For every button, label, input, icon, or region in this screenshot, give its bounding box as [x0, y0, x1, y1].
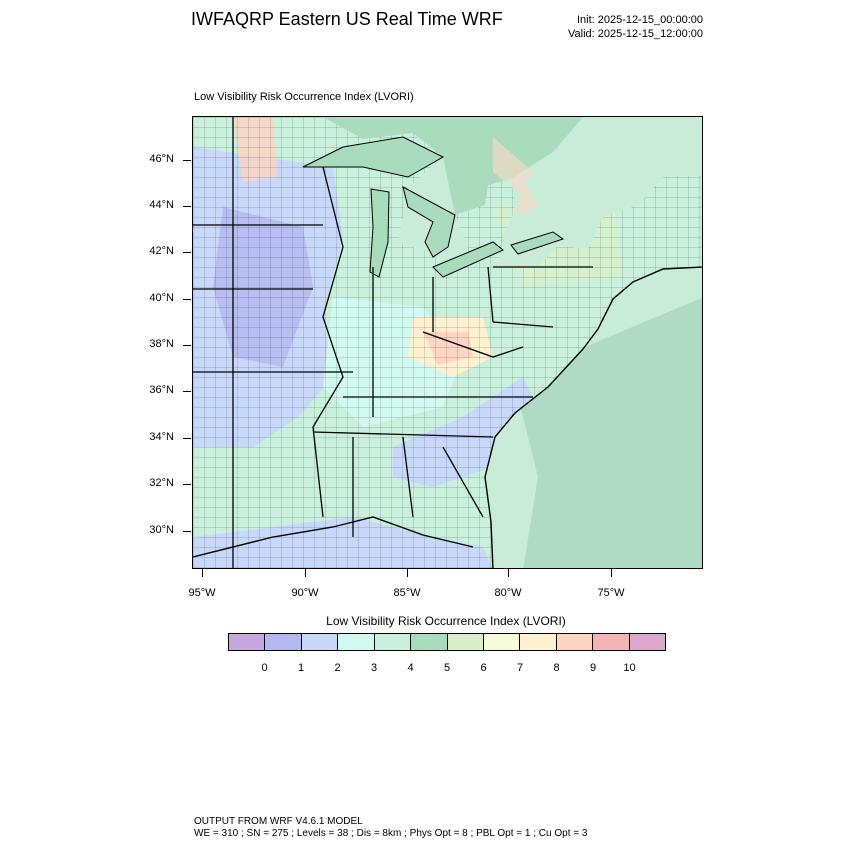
- model-footer: OUTPUT FROM WRF V4.6.1 MODEL WE = 310 ; …: [194, 816, 587, 840]
- footer-model-line: OUTPUT FROM WRF V4.6.1 MODEL: [194, 816, 363, 827]
- legend-label: 2: [334, 662, 341, 674]
- legend-swatch: [301, 634, 339, 650]
- latitude-tick: [183, 391, 191, 392]
- legend-label: 9: [589, 662, 597, 674]
- latitude-label: 40°N: [149, 292, 174, 304]
- legend-label: 8: [553, 662, 560, 674]
- legend-label: 5: [443, 662, 451, 674]
- legend-swatch: [374, 634, 412, 650]
- init-time: Init: 2025-12-15_00:00:00: [577, 14, 703, 26]
- latitude-label: 42°N: [149, 245, 174, 257]
- valid-time: Valid: 2025-12-15_12:00:00: [568, 28, 703, 40]
- longitude-label: 75°W: [597, 587, 625, 599]
- legend-swatch: [411, 634, 448, 650]
- lvori-map: [193, 117, 702, 568]
- state-boundaries: [193, 117, 593, 568]
- footer-config-line: WE = 310 ; SN = 275 ; Levels = 38 ; Dis …: [194, 828, 588, 839]
- main-title: IWFAQRP Eastern US Real Time WRF: [191, 9, 503, 29]
- lake-superior: [302, 136, 445, 178]
- legend-title: Low Visibility Risk Occurrence Index (LV…: [326, 614, 566, 628]
- latitude-tick: [183, 345, 191, 346]
- latitude-label: 38°N: [149, 338, 174, 350]
- legend-colorbar: [228, 633, 666, 651]
- legend-swatch: [265, 634, 302, 650]
- canada-region: [193, 117, 702, 299]
- longitude-tick: [611, 569, 612, 577]
- longitude-label: 85°W: [393, 587, 421, 599]
- east-coastline: [484, 266, 702, 568]
- latitude-tick: [183, 252, 191, 253]
- legend-label: 4: [407, 662, 414, 674]
- latitude-tick: [183, 438, 191, 439]
- legend-swatch: [593, 634, 630, 650]
- legend-label: 7: [516, 662, 524, 674]
- run-info: Init: 2025-12-15_00:00:00 Valid: 2025-12…: [568, 13, 703, 41]
- lake-huron: [402, 186, 456, 258]
- canada-highland: [493, 137, 538, 217]
- legend-label: 10: [623, 662, 636, 674]
- latitude-label: 32°N: [149, 477, 174, 489]
- latitude-tick: [183, 484, 191, 485]
- lake-erie: [432, 241, 504, 278]
- latitude-tick: [183, 206, 191, 207]
- longitude-label: 95°W: [188, 587, 216, 599]
- latitude-tick: [183, 531, 191, 532]
- legend-swatch: [338, 634, 375, 650]
- legend-swatch: [229, 634, 266, 650]
- longitude-label: 80°W: [494, 587, 522, 599]
- lake-ontario: [510, 231, 565, 255]
- longitude-tick: [407, 569, 408, 577]
- latitude-label: 36°N: [149, 384, 174, 396]
- legend-label: 6: [480, 662, 487, 674]
- latitude-label: 44°N: [149, 199, 174, 211]
- latitude-label: 34°N: [149, 431, 174, 443]
- longitude-label: 90°W: [291, 587, 319, 599]
- map-subtitle: Low Visibility Risk Occurrence Index (LV…: [194, 91, 414, 103]
- legend-label: 3: [370, 662, 378, 674]
- legend-swatch: [483, 634, 521, 650]
- legend-swatch: [520, 634, 557, 650]
- legend-swatch: [447, 634, 484, 650]
- map-frame: [192, 116, 703, 569]
- latitude-label: 30°N: [149, 524, 174, 536]
- lake-michigan: [369, 188, 390, 278]
- latitude-tick: [183, 299, 191, 300]
- longitude-tick: [202, 569, 203, 577]
- latitude-tick: [183, 160, 191, 161]
- legend-swatch: [629, 634, 666, 650]
- longitude-tick: [508, 569, 509, 577]
- latitude-label: 46°N: [149, 153, 174, 165]
- legend-label: 1: [297, 662, 305, 674]
- longitude-tick: [305, 569, 306, 577]
- legend-swatch: [556, 634, 594, 650]
- legend-label: 0: [261, 662, 268, 674]
